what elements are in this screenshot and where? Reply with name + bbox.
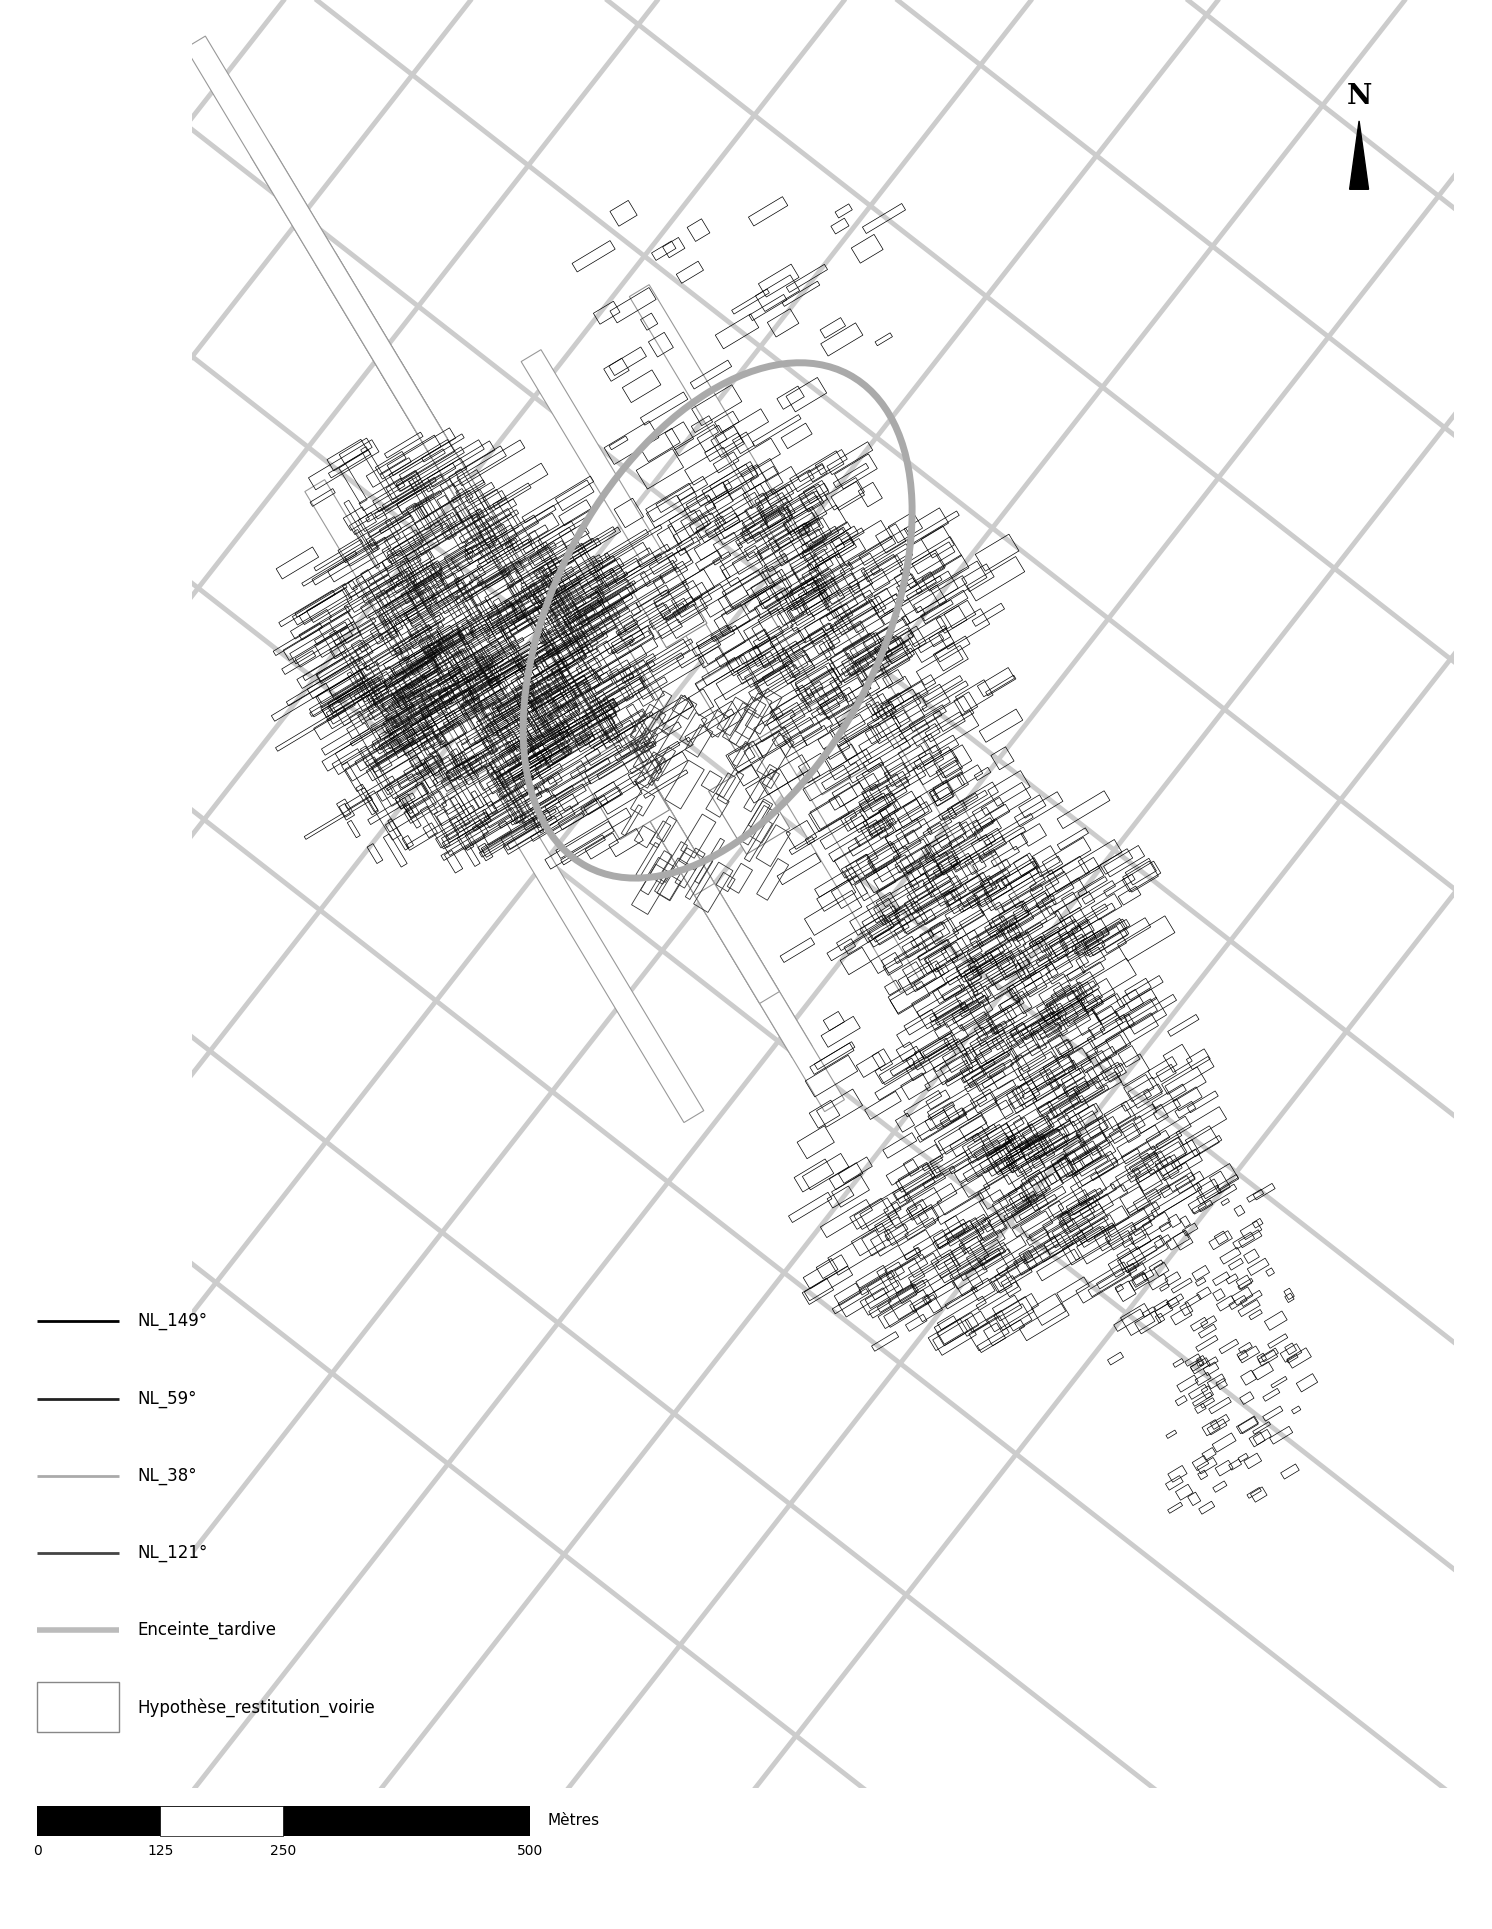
Text: 125: 125: [148, 1844, 173, 1858]
Polygon shape: [576, 737, 670, 839]
Text: NL_59°: NL_59°: [137, 1389, 197, 1408]
Text: Hypothèse_restitution_voirie: Hypothèse_restitution_voirie: [137, 1698, 374, 1717]
Text: Enceinte_tardive: Enceinte_tardive: [137, 1620, 276, 1640]
Polygon shape: [464, 658, 551, 750]
Text: 250: 250: [270, 1844, 297, 1858]
Text: N: N: [1346, 83, 1371, 110]
Polygon shape: [315, 253, 715, 895]
Polygon shape: [446, 469, 844, 1111]
Text: 500: 500: [516, 1844, 543, 1858]
Polygon shape: [630, 285, 1028, 928]
Polygon shape: [251, 145, 649, 787]
Text: NL_149°: NL_149°: [137, 1312, 207, 1331]
Polygon shape: [780, 698, 865, 795]
Polygon shape: [624, 552, 707, 648]
Polygon shape: [561, 627, 664, 741]
Text: NL_121°: NL_121°: [137, 1543, 207, 1562]
Polygon shape: [413, 415, 812, 1057]
Polygon shape: [446, 768, 527, 853]
Text: Mètres: Mètres: [548, 1813, 600, 1829]
Polygon shape: [695, 658, 782, 752]
Polygon shape: [304, 480, 704, 1123]
Text: NL_38°: NL_38°: [137, 1466, 197, 1485]
Polygon shape: [1350, 122, 1368, 189]
Polygon shape: [709, 766, 789, 855]
Polygon shape: [521, 349, 921, 993]
Polygon shape: [185, 37, 585, 679]
Polygon shape: [380, 361, 779, 1003]
Text: 0: 0: [33, 1844, 42, 1858]
Polygon shape: [765, 579, 859, 683]
